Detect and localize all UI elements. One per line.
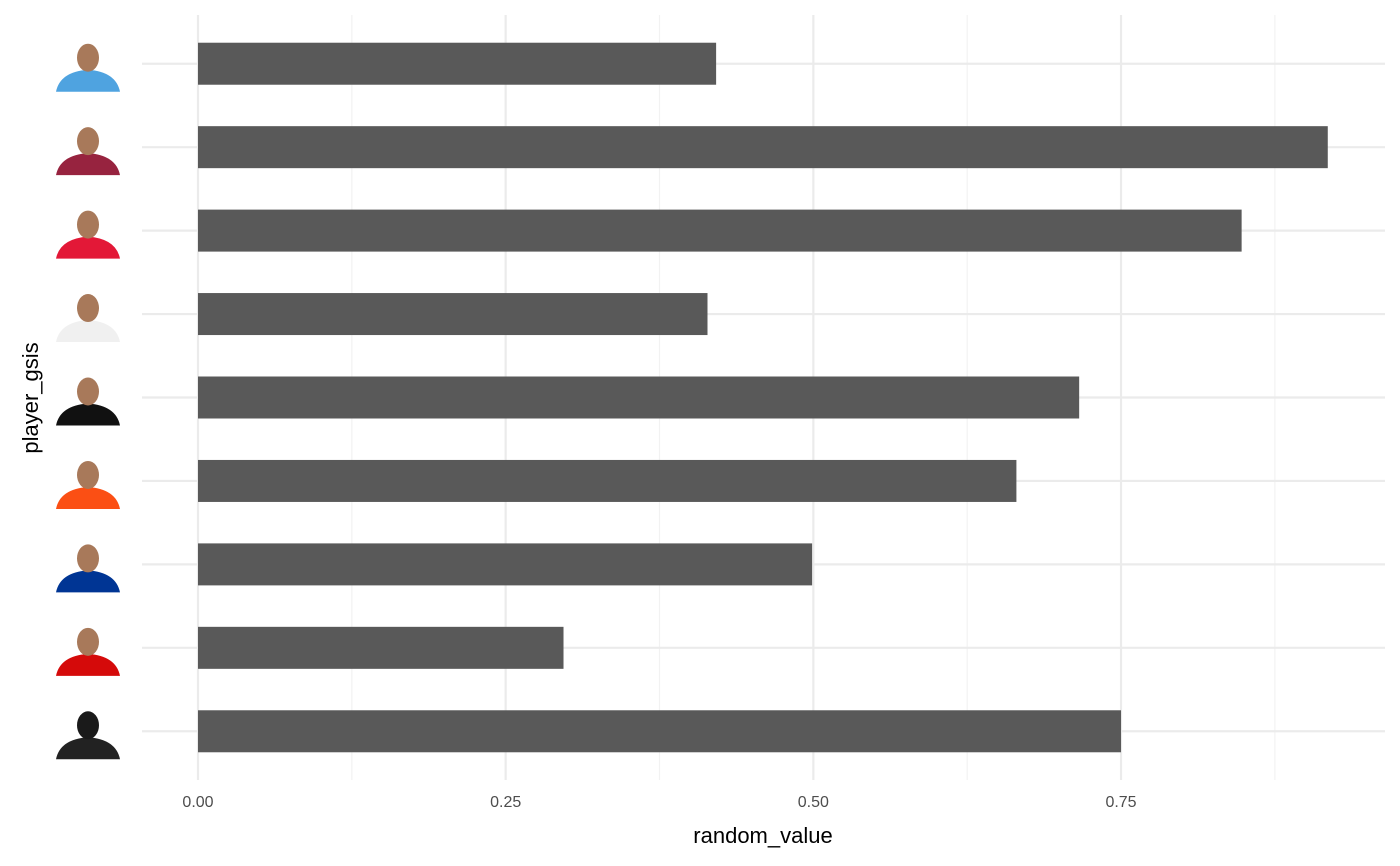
headshot-shoulders: [56, 69, 120, 92]
bar: [197, 710, 1122, 753]
headshot-head: [77, 544, 99, 573]
player-headshot: [56, 294, 120, 343]
headshot-shoulders: [56, 153, 120, 176]
headshot-shoulders: [56, 486, 120, 509]
headshot-shoulders: [56, 737, 120, 760]
headshot-head: [77, 377, 99, 406]
player-headshot: [56, 43, 120, 92]
x-tick-label: 0.25: [490, 794, 521, 811]
player-headshot: [56, 460, 120, 509]
x-tick-label: 0.50: [798, 794, 829, 811]
headshot-shoulders: [56, 236, 120, 259]
headshot-head: [77, 210, 99, 239]
headshot-head: [77, 127, 99, 156]
player-headshot: [56, 377, 120, 426]
bar: [197, 126, 1328, 169]
player-headshot: [56, 127, 120, 176]
x-axis-title: random_value: [693, 823, 832, 848]
bar: [197, 543, 813, 586]
headshot-head: [77, 711, 99, 740]
player-headshot: [56, 627, 120, 676]
headshot-shoulders: [56, 653, 120, 676]
bar: [197, 459, 1017, 502]
bar: [197, 42, 717, 85]
headshot-shoulders: [56, 570, 120, 593]
player-headshot: [56, 544, 120, 593]
x-tick-label: 0.75: [1105, 794, 1136, 811]
player-headshot: [56, 711, 120, 760]
x-tick-label: 0.00: [182, 794, 213, 811]
bar: [197, 209, 1242, 252]
y-axis-title: player_gsis: [18, 342, 43, 453]
bar: [197, 626, 564, 669]
headshot-shoulders: [56, 320, 120, 343]
headshot-head: [77, 294, 99, 323]
bar: [197, 376, 1080, 419]
headshot-head: [77, 43, 99, 72]
headshot-shoulders: [56, 403, 120, 426]
headshot-head: [77, 627, 99, 656]
player-headshot: [56, 210, 120, 259]
bar: [197, 293, 708, 336]
headshot-head: [77, 460, 99, 489]
